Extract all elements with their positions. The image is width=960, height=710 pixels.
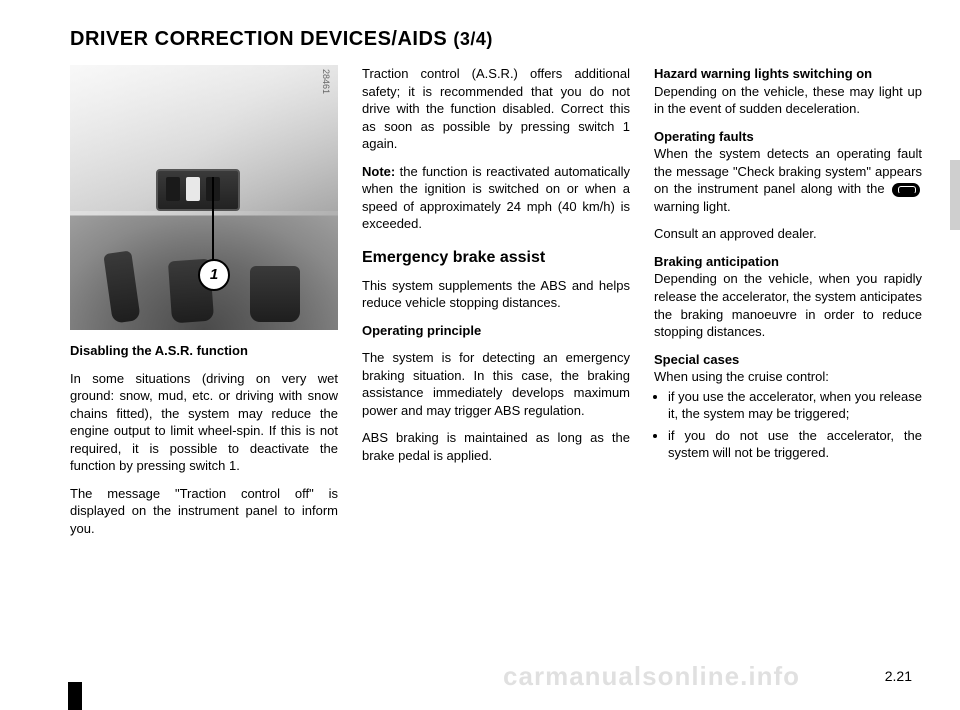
column-2: Traction control (A.S.R.) offers additio…: [362, 65, 630, 547]
para: The system is for detecting an emergency…: [362, 349, 630, 419]
page-number: 2.21: [885, 668, 912, 684]
heading-braking-anticipation: Braking anticipation: [654, 254, 779, 269]
para-fault: Operating faults When the system detects…: [654, 128, 922, 216]
watermark: carmanualsonline.info: [503, 661, 800, 692]
photo-id: 28461: [320, 69, 332, 94]
note-label: Note:: [362, 164, 395, 179]
content-columns: 1 28461 Disabling the A.S.R. function In…: [70, 65, 920, 547]
para: This system supplements the ABS and help…: [362, 277, 630, 312]
list-item: if you use the accelerator, when you rel…: [668, 388, 922, 423]
heading-operating-faults: Operating faults: [654, 129, 754, 144]
para-hazard: Hazard warning lights switching on Depen…: [654, 65, 922, 118]
list-item: if you do not use the accelerator, the s…: [668, 427, 922, 462]
para: The message "Traction control off" is di…: [70, 485, 338, 538]
switch-panel: [156, 169, 240, 211]
heading-special-cases: Special cases: [654, 352, 739, 367]
column-1: 1 28461 Disabling the A.S.R. function In…: [70, 65, 338, 547]
para: ABS braking is maintained as long as the…: [362, 429, 630, 464]
para: Depending on the vehicle, when you rapid…: [654, 271, 922, 339]
note-body: the function is reactivated automaticall…: [362, 164, 630, 232]
para: When using the cruise control:: [654, 369, 829, 384]
title-main: DRIVER CORRECTION DEVICES/AIDS: [70, 28, 447, 50]
para: In some situations (driving on very wet …: [70, 370, 338, 475]
manual-page: DRIVER CORRECTION DEVICES/AIDS (3/4) 1 2…: [0, 0, 960, 710]
para-b: warning light.: [654, 199, 731, 214]
heading-disable-asr: Disabling the A.S.R. function: [70, 342, 338, 360]
switch-icon: [166, 177, 180, 201]
heading-hazard: Hazard warning lights switching on: [654, 66, 872, 81]
callout-1: 1: [198, 259, 230, 291]
para: Traction control (A.S.R.) offers additio…: [362, 65, 630, 153]
title-part: (3/4): [453, 29, 493, 49]
heading-operating-principle: Operating principle: [362, 322, 630, 340]
para-special: Special cases When using the cruise cont…: [654, 351, 922, 386]
para: Consult an approved dealer.: [654, 225, 922, 243]
leader-line: [212, 177, 214, 263]
page-title: DRIVER CORRECTION DEVICES/AIDS (3/4): [70, 28, 920, 51]
para-anticip: Braking anticipation Depending on the ve…: [654, 253, 922, 341]
column-3: Hazard warning lights switching on Depen…: [654, 65, 922, 547]
switch-icon: [186, 177, 200, 201]
warning-light-icon: [892, 183, 920, 197]
dashboard-photo: 1 28461: [70, 65, 338, 330]
special-cases-list: if you use the accelerator, when you rel…: [654, 388, 922, 462]
heading-emergency-brake-assist: Emergency brake assist: [362, 247, 630, 269]
para-a: When the system detects an operating fau…: [654, 146, 922, 196]
pedal-icon: [250, 266, 300, 322]
section-tab: [950, 160, 960, 230]
corner-marker: [68, 682, 82, 710]
para: Depending on the vehicle, these may ligh…: [654, 84, 922, 117]
note: Note: the function is reactivated automa…: [362, 163, 630, 233]
